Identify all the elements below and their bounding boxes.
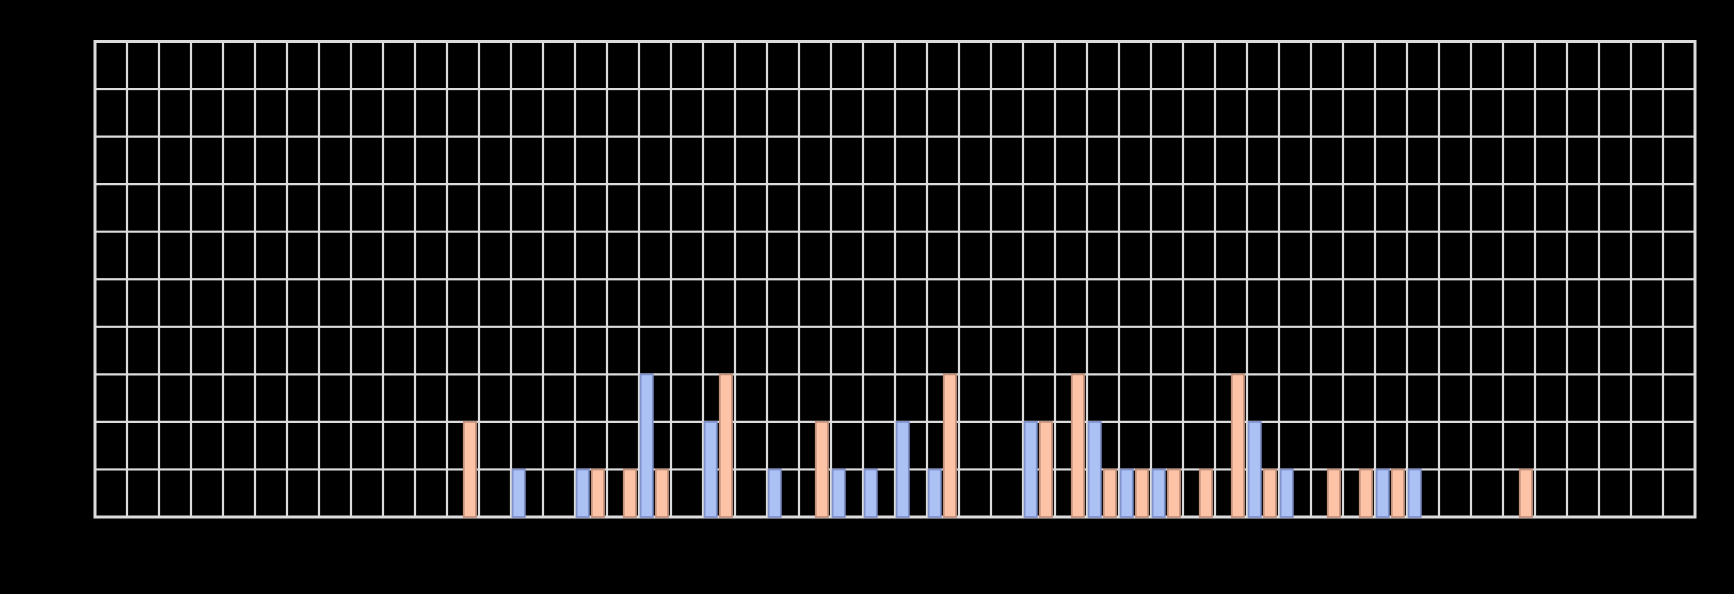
bar-series-blue-bin33	[1151, 468, 1166, 518]
bar-series-salmon-bin36	[1262, 468, 1277, 518]
bar-series-blue-bin17	[639, 373, 654, 518]
bar-series-salmon-bin29	[1038, 420, 1053, 518]
bar-series-salmon-bin32	[1134, 468, 1149, 518]
bar-series-salmon-bin30	[1070, 373, 1085, 518]
bar-series-blue-bin32	[1119, 468, 1134, 518]
plot-border	[93, 40, 1697, 519]
bar-series-salmon-bin26	[942, 373, 957, 518]
grid-lines	[95, 41, 1695, 517]
bar-series-blue-bin31	[1087, 420, 1102, 518]
bar-series-blue-bin41	[1407, 468, 1422, 518]
bar-series-blue-bin36	[1247, 420, 1262, 518]
bar-series-salmon-bin44	[1518, 468, 1533, 518]
bars-series-salmon	[462, 373, 1533, 518]
bar-series-salmon-bin35	[1230, 373, 1245, 518]
bar-series-salmon-bin33	[1166, 468, 1181, 518]
bar-series-blue-bin21	[767, 468, 782, 518]
bar-series-salmon-bin16	[622, 468, 637, 518]
bar-series-blue-bin15	[575, 468, 590, 518]
bar-series-salmon-bin15	[590, 468, 605, 518]
bar-series-blue-bin19	[703, 420, 718, 518]
bar-series-blue-bin29	[1023, 420, 1038, 518]
bar-series-salmon-bin31	[1102, 468, 1117, 518]
bar-series-blue-bin40	[1375, 468, 1390, 518]
bar-series-blue-bin23	[831, 468, 846, 518]
bar-series-salmon-bin38	[1326, 468, 1341, 518]
bar-series-salmon-bin22	[814, 420, 829, 518]
bar-series-blue-bin26	[927, 468, 942, 518]
bar-series-salmon-bin11	[462, 420, 477, 518]
bar-series-salmon-bin40	[1390, 468, 1405, 518]
bars-series-blue	[511, 373, 1422, 518]
bar-series-salmon-bin34	[1198, 468, 1213, 518]
bar-series-salmon-bin17	[654, 468, 669, 518]
bar-series-blue-bin24	[863, 468, 878, 518]
bar-series-blue-bin13	[511, 468, 526, 518]
bar-series-blue-bin25	[895, 420, 910, 518]
bar-series-salmon-bin39	[1358, 468, 1373, 518]
bar-series-blue-bin37	[1279, 468, 1294, 518]
bar-series-salmon-bin19	[718, 373, 733, 518]
